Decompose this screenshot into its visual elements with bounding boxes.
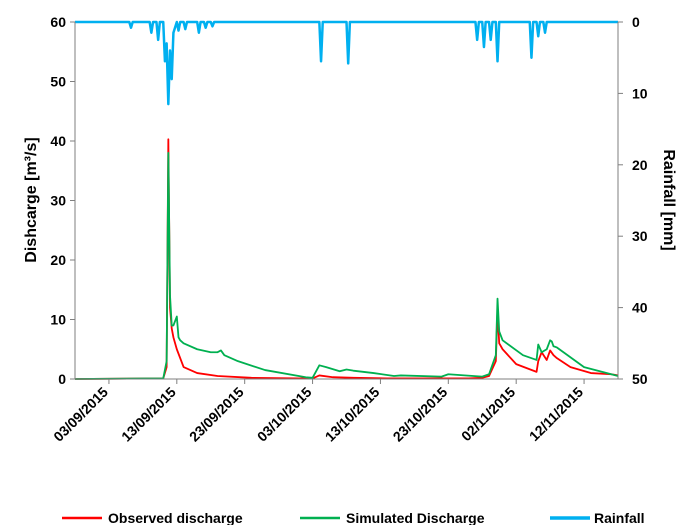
y-tick-label: 20	[50, 252, 66, 268]
series-observed-discharge	[74, 138, 619, 380]
x-tick-label: 13/10/2015	[322, 384, 383, 445]
series-rainfall	[75, 20, 618, 106]
y2-axis-title: Rainfall [mm]	[660, 149, 677, 250]
series-simulated-discharge	[74, 152, 619, 380]
y2-tick-label: 0	[632, 14, 640, 30]
y2-tick-label: 40	[632, 300, 648, 316]
y2-tick-label: 10	[632, 85, 648, 101]
legend-label-rainfall: Rainfall	[594, 510, 645, 525]
x-tick-label: 23/10/2015	[390, 384, 451, 445]
legend-label-observed: Observed discharge	[108, 510, 243, 525]
x-tick-label: 12/11/2015	[526, 384, 586, 444]
ticks-layer: 0 10 20 30 40 50 60 0 10 20 30 40 50 03/09/2015 13/09/…	[50, 14, 648, 445]
y2-tick-label: 30	[632, 228, 648, 244]
y2-tick-label: 50	[632, 371, 648, 387]
x-tick-label: 03/10/2015	[254, 384, 315, 445]
y-tick-label: 50	[50, 74, 66, 90]
x-tick-label: 02/11/2015	[458, 384, 518, 444]
legend: Observed discharge Simulated Discharge R…	[62, 510, 645, 525]
y-tick-label: 0	[58, 371, 66, 387]
axes-layer	[70, 21, 623, 384]
x-tick-label: 13/09/2015	[118, 384, 179, 445]
series-layer	[74, 20, 619, 380]
x-tick-label: 03/09/2015	[50, 384, 111, 445]
x-tick-label: 23/09/2015	[186, 384, 247, 445]
y-axis-title: Dishcarge [m³/s]	[23, 137, 40, 262]
y2-tick-label: 20	[632, 157, 648, 173]
y-tick-label: 60	[50, 14, 66, 30]
y-tick-label: 40	[50, 133, 66, 149]
y-tick-label: 30	[50, 193, 66, 209]
y-tick-label: 10	[50, 312, 66, 328]
legend-label-simulated: Simulated Discharge	[346, 510, 485, 525]
